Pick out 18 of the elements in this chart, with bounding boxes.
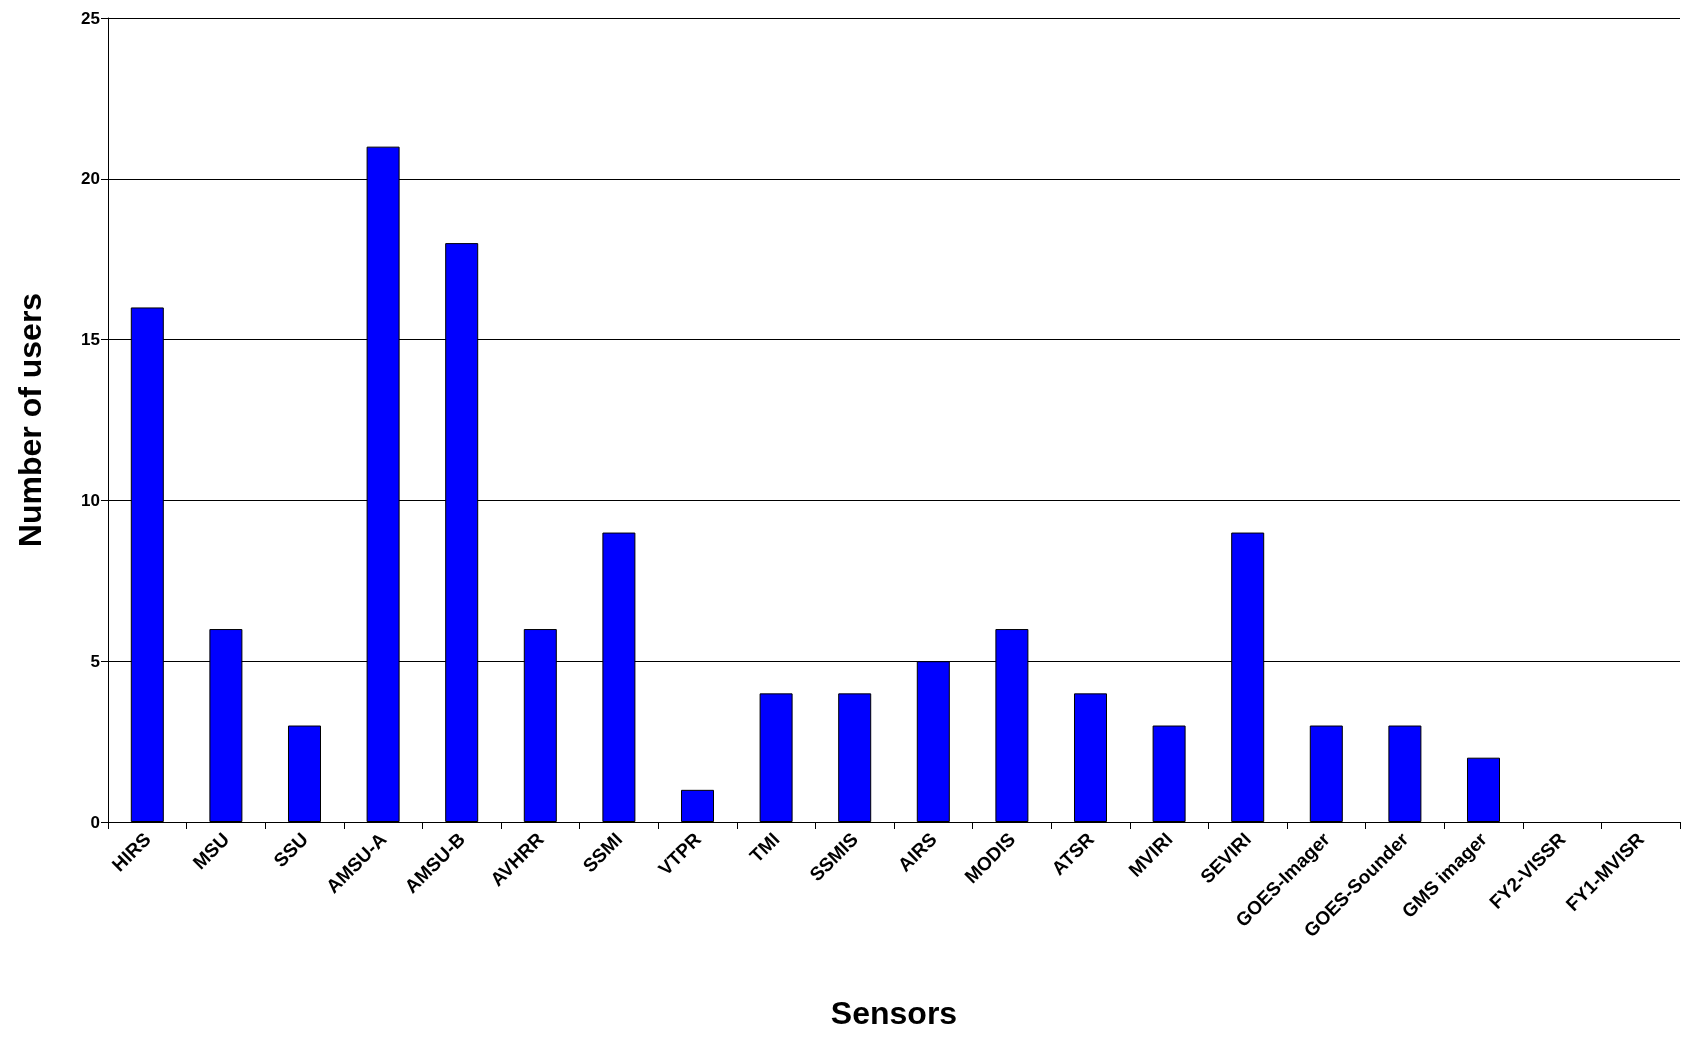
y-tick-label: 5 [90,651,100,671]
y-tick-label: 10 [81,490,100,510]
y-tick-label: 25 [81,8,100,28]
y-tick-label: 15 [81,330,100,350]
bar [1466,757,1501,822]
x-axis-title: Sensors [830,995,958,1031]
y-tick-label: 0 [90,812,100,832]
bar [1309,725,1343,822]
bar [1073,693,1108,822]
bar [838,693,872,822]
bar [287,725,322,822]
bar [1388,725,1422,822]
y-axis-title: Number of users [12,292,48,548]
bar [1152,725,1186,822]
bar [680,789,715,822]
y-tick-label: 20 [81,169,100,189]
bar [759,693,793,822]
x-tick-label: TMI [745,828,784,867]
